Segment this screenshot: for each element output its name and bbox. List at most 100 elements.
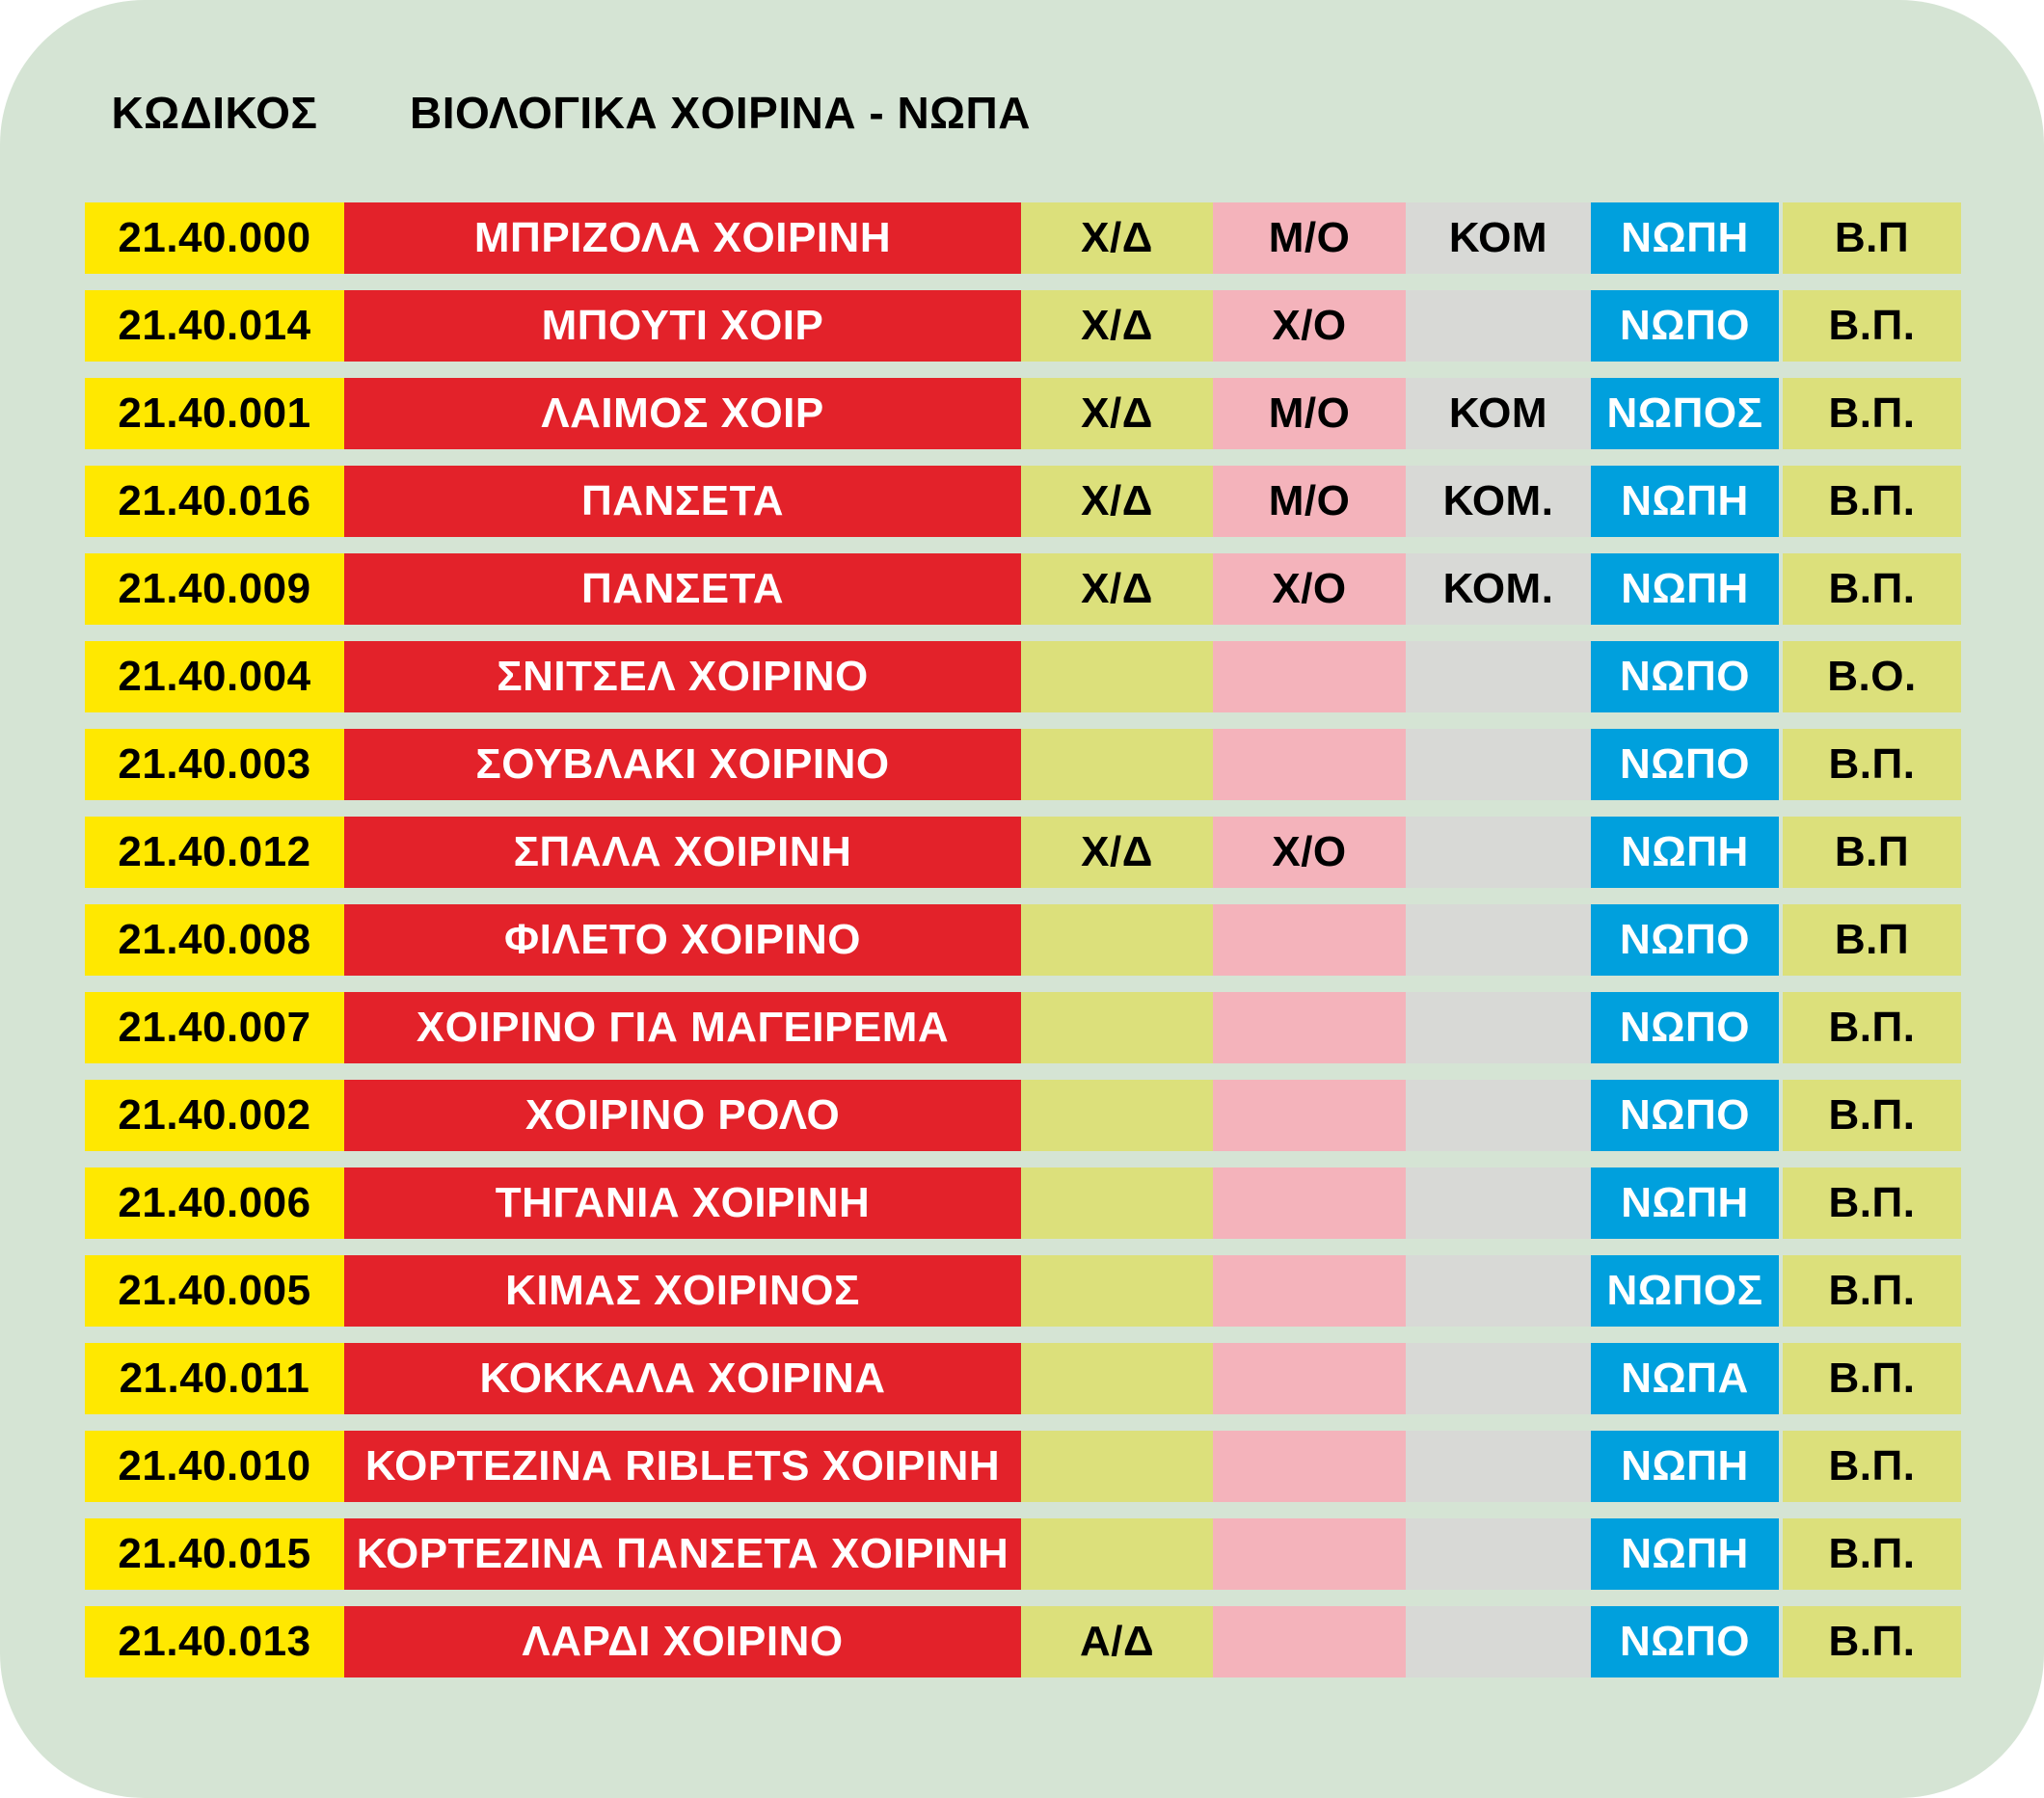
product-code-cell: 21.40.012 xyxy=(85,817,344,888)
piece-option-cell: ΚΟΜ xyxy=(1406,202,1591,274)
piece-option-cell xyxy=(1406,729,1591,800)
cut-option-cell: Χ/Δ xyxy=(1021,466,1213,537)
product-name-cell: ΛΑΙΜΟΣ ΧΟΙΡ xyxy=(344,378,1021,449)
product-code-cell: 21.40.001 xyxy=(85,378,344,449)
product-code-cell: 21.40.013 xyxy=(85,1606,344,1677)
cut-option-cell xyxy=(1021,729,1213,800)
bone-option-cell xyxy=(1213,641,1406,712)
fresh-state-badge: ΝΩΠΗ xyxy=(1591,202,1779,274)
fresh-state-badge: ΝΩΠΟ xyxy=(1591,992,1779,1063)
weight-type-cell: Β.Π. xyxy=(1783,1343,1961,1414)
weight-type-cell: Β.Π. xyxy=(1783,729,1961,800)
bone-option-cell xyxy=(1213,1606,1406,1677)
weight-type-cell: Β.Π. xyxy=(1783,378,1961,449)
product-name-cell: ΜΠΡΙΖΟΛΑ ΧΟΙΡΙΝΗ xyxy=(344,202,1021,274)
fresh-state-badge: ΝΩΠΗ xyxy=(1591,1431,1779,1502)
weight-type-cell: Β.Π. xyxy=(1783,1255,1961,1327)
table-row: 21.40.006 ΤΗΓΑΝΙΑ ΧΟΙΡΙΝΗ ΝΩΠΗ Β.Π. xyxy=(85,1167,1961,1239)
product-code-cell: 21.40.009 xyxy=(85,553,344,625)
cut-option-cell xyxy=(1021,1080,1213,1151)
piece-option-cell: ΚΟΜ. xyxy=(1406,466,1591,537)
fresh-state-badge: ΝΩΠΟ xyxy=(1591,904,1779,976)
weight-type-cell: Β.Π. xyxy=(1783,1080,1961,1151)
bone-option-cell xyxy=(1213,1255,1406,1327)
fresh-state-badge: ΝΩΠΟ xyxy=(1591,1080,1779,1151)
bone-option-cell xyxy=(1213,729,1406,800)
weight-type-cell: Β.Π. xyxy=(1783,1431,1961,1502)
product-code-cell: 21.40.016 xyxy=(85,466,344,537)
weight-type-cell: Β.Π. xyxy=(1783,290,1961,362)
weight-type-cell: Β.Π. xyxy=(1783,1518,1961,1590)
column-header-code: ΚΩΔΙΚΟΣ xyxy=(111,88,318,138)
product-name-cell: ΛΑΡΔΙ ΧΟΙΡΙΝΟ xyxy=(344,1606,1021,1677)
cut-option-cell xyxy=(1021,1255,1213,1327)
table-row: 21.40.002 ΧΟΙΡΙΝΟ ΡΟΛΟ ΝΩΠΟ Β.Π. xyxy=(85,1080,1961,1151)
piece-option-cell: ΚΟΜ. xyxy=(1406,553,1591,625)
product-name-cell: ΣΝΙΤΣΕΛ ΧΟΙΡΙΝΟ xyxy=(344,641,1021,712)
bone-option-cell xyxy=(1213,1518,1406,1590)
table-row: 21.40.000 ΜΠΡΙΖΟΛΑ ΧΟΙΡΙΝΗ Χ/Δ Μ/Ο ΚΟΜ Ν… xyxy=(85,202,1961,274)
product-name-cell: ΚΙΜΑΣ ΧΟΙΡΙΝΟΣ xyxy=(344,1255,1021,1327)
weight-type-cell: Β.Π. xyxy=(1783,553,1961,625)
product-code-cell: 21.40.005 xyxy=(85,1255,344,1327)
piece-option-cell xyxy=(1406,641,1591,712)
fresh-state-badge: ΝΩΠΗ xyxy=(1591,466,1779,537)
fresh-state-badge: ΝΩΠΗ xyxy=(1591,817,1779,888)
table-row: 21.40.012 ΣΠΑΛΑ ΧΟΙΡΙΝΗ Χ/Δ Χ/Ο ΝΩΠΗ Β.Π xyxy=(85,817,1961,888)
cut-option-cell xyxy=(1021,1431,1213,1502)
cut-option-cell: Χ/Δ xyxy=(1021,817,1213,888)
fresh-state-badge: ΝΩΠΗ xyxy=(1591,1518,1779,1590)
weight-type-cell: Β.Π xyxy=(1783,904,1961,976)
piece-option-cell xyxy=(1406,1080,1591,1151)
cut-option-cell: Χ/Δ xyxy=(1021,553,1213,625)
table-row: 21.40.011 ΚΟΚΚΑΛΑ ΧΟΙΡΙΝΑ ΝΩΠΑ Β.Π. xyxy=(85,1343,1961,1414)
product-code-cell: 21.40.004 xyxy=(85,641,344,712)
product-code-cell: 21.40.003 xyxy=(85,729,344,800)
product-name-cell: ΣΠΑΛΑ ΧΟΙΡΙΝΗ xyxy=(344,817,1021,888)
product-code-cell: 21.40.006 xyxy=(85,1167,344,1239)
fresh-state-badge: ΝΩΠΟ xyxy=(1591,1606,1779,1677)
piece-option-cell xyxy=(1406,1431,1591,1502)
bone-option-cell xyxy=(1213,1343,1406,1414)
product-code-cell: 21.40.000 xyxy=(85,202,344,274)
cut-option-cell xyxy=(1021,1518,1213,1590)
bone-option-cell: Μ/Ο xyxy=(1213,378,1406,449)
product-code-cell: 21.40.008 xyxy=(85,904,344,976)
product-name-cell: ΧΟΙΡΙΝΟ ΡΟΛΟ xyxy=(344,1080,1021,1151)
weight-type-cell: Β.Π. xyxy=(1783,992,1961,1063)
fresh-state-badge: ΝΩΠΟ xyxy=(1591,729,1779,800)
piece-option-cell xyxy=(1406,1255,1591,1327)
product-code-cell: 21.40.010 xyxy=(85,1431,344,1502)
bone-option-cell xyxy=(1213,1167,1406,1239)
weight-type-cell: Β.Ο. xyxy=(1783,641,1961,712)
bone-option-cell: Μ/Ο xyxy=(1213,466,1406,537)
product-code-cell: 21.40.007 xyxy=(85,992,344,1063)
cut-option-cell: Χ/Δ xyxy=(1021,290,1213,362)
piece-option-cell xyxy=(1406,817,1591,888)
bone-option-cell: Μ/Ο xyxy=(1213,202,1406,274)
product-name-cell: ΤΗΓΑΝΙΑ ΧΟΙΡΙΝΗ xyxy=(344,1167,1021,1239)
weight-type-cell: Β.Π xyxy=(1783,817,1961,888)
product-name-cell: ΠΑΝΣΕΤΑ xyxy=(344,553,1021,625)
table-row: 21.40.003 ΣΟΥΒΛΑΚΙ ΧΟΙΡΙΝΟ ΝΩΠΟ Β.Π. xyxy=(85,729,1961,800)
table-row: 21.40.001 ΛΑΙΜΟΣ ΧΟΙΡ Χ/Δ Μ/Ο ΚΟΜ ΝΩΠΟΣ … xyxy=(85,378,1961,449)
table-row: 21.40.009 ΠΑΝΣΕΤΑ Χ/Δ Χ/Ο ΚΟΜ. ΝΩΠΗ Β.Π. xyxy=(85,553,1961,625)
product-code-cell: 21.40.014 xyxy=(85,290,344,362)
page-title: ΒΙΟΛΟΓΙΚΑ ΧΟΙΡΙΝΑ - ΝΩΠΑ xyxy=(410,88,1031,138)
bone-option-cell: Χ/Ο xyxy=(1213,553,1406,625)
product-name-cell: ΚΟΡΤΕΖΙΝΑ ΠΑΝΣΕΤΑ ΧΟΙΡΙΝΗ xyxy=(344,1518,1021,1590)
piece-option-cell xyxy=(1406,1343,1591,1414)
piece-option-cell xyxy=(1406,1606,1591,1677)
bone-option-cell: Χ/Ο xyxy=(1213,290,1406,362)
product-code-cell: 21.40.011 xyxy=(85,1343,344,1414)
table-row: 21.40.016 ΠΑΝΣΕΤΑ Χ/Δ Μ/Ο ΚΟΜ. ΝΩΠΗ Β.Π. xyxy=(85,466,1961,537)
fresh-state-badge: ΝΩΠΟ xyxy=(1591,290,1779,362)
fresh-state-badge: ΝΩΠΗ xyxy=(1591,1167,1779,1239)
piece-option-cell: ΚΟΜ xyxy=(1406,378,1591,449)
product-name-cell: ΠΑΝΣΕΤΑ xyxy=(344,466,1021,537)
table-row: 21.40.014 ΜΠΟΥΤΙ ΧΟΙΡ Χ/Δ Χ/Ο ΝΩΠΟ Β.Π. xyxy=(85,290,1961,362)
product-name-cell: ΜΠΟΥΤΙ ΧΟΙΡ xyxy=(344,290,1021,362)
weight-type-cell: Β.Π. xyxy=(1783,1167,1961,1239)
